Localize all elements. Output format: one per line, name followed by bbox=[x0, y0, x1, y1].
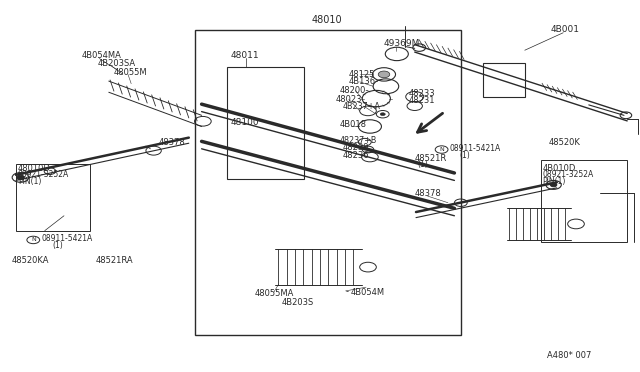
Bar bbox=[227, 67, 304, 179]
Text: 08911-5421A: 08911-5421A bbox=[450, 144, 501, 153]
Text: N: N bbox=[31, 237, 36, 243]
Text: 48010D: 48010D bbox=[18, 164, 51, 173]
Text: (1): (1) bbox=[460, 151, 470, 160]
Text: 48521RA: 48521RA bbox=[96, 256, 134, 265]
Text: 48239: 48239 bbox=[342, 143, 369, 152]
Text: PIN(1): PIN(1) bbox=[18, 177, 42, 186]
Text: 4B203S: 4B203S bbox=[282, 298, 314, 307]
Text: 4B054MA: 4B054MA bbox=[82, 51, 122, 60]
Text: (1): (1) bbox=[417, 160, 428, 169]
Text: 48520K: 48520K bbox=[549, 138, 581, 147]
Text: 48200-: 48200- bbox=[339, 86, 369, 95]
Text: PIN(1): PIN(1) bbox=[543, 177, 566, 186]
Circle shape bbox=[17, 175, 24, 180]
Text: 48236: 48236 bbox=[342, 151, 369, 160]
Text: -: - bbox=[346, 288, 349, 296]
Bar bbox=[16, 164, 90, 231]
Text: 4B136-: 4B136- bbox=[349, 77, 379, 86]
Text: 48233: 48233 bbox=[408, 89, 435, 97]
Bar bbox=[195, 30, 461, 335]
Bar bbox=[483, 63, 525, 97]
Text: 48520KA: 48520KA bbox=[12, 256, 49, 265]
Text: N: N bbox=[439, 147, 444, 152]
Text: 48378: 48378 bbox=[415, 189, 442, 198]
Circle shape bbox=[550, 183, 557, 187]
Text: 4B001: 4B001 bbox=[550, 25, 579, 34]
Text: 49369M: 49369M bbox=[384, 39, 420, 48]
Circle shape bbox=[378, 71, 390, 78]
Text: 4B237+A: 4B237+A bbox=[342, 102, 380, 110]
Text: 4B203SA: 4B203SA bbox=[97, 60, 136, 68]
Text: 48055MA: 48055MA bbox=[255, 289, 294, 298]
Text: 08921-3252A: 08921-3252A bbox=[18, 170, 69, 179]
Text: 08921-3252A: 08921-3252A bbox=[543, 170, 594, 179]
Text: 48010: 48010 bbox=[311, 16, 342, 25]
Text: 48100: 48100 bbox=[230, 118, 259, 127]
Text: 48125: 48125 bbox=[349, 70, 375, 79]
Text: 4B018: 4B018 bbox=[339, 120, 366, 129]
Text: 48023: 48023 bbox=[336, 95, 362, 104]
Text: 48055M: 48055M bbox=[114, 68, 148, 77]
Text: 4B054M: 4B054M bbox=[351, 288, 385, 296]
Text: 48378: 48378 bbox=[159, 138, 186, 147]
Text: 48011: 48011 bbox=[230, 51, 259, 60]
Text: (1): (1) bbox=[52, 241, 63, 250]
Text: 48521R: 48521R bbox=[415, 154, 447, 163]
Text: 08911-5421A: 08911-5421A bbox=[42, 234, 93, 243]
Text: A480* 007: A480* 007 bbox=[547, 351, 591, 360]
Circle shape bbox=[380, 113, 385, 116]
Text: 48237+B: 48237+B bbox=[339, 136, 376, 145]
Bar bbox=[541, 160, 627, 242]
Text: 4B010D: 4B010D bbox=[543, 164, 576, 173]
Text: 48231: 48231 bbox=[408, 96, 435, 105]
